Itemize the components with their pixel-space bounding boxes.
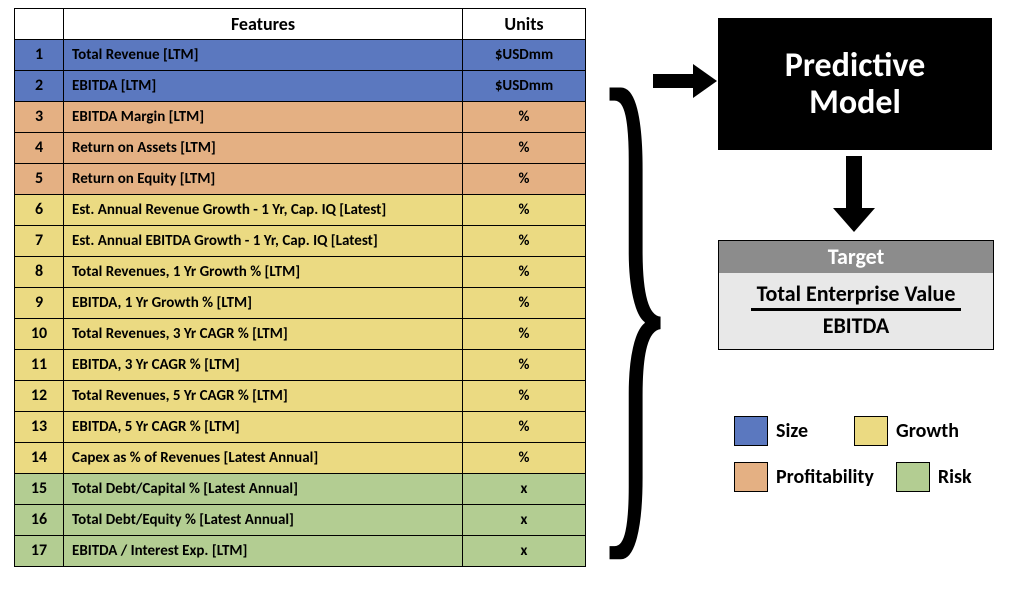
header-features: Features <box>64 9 463 40</box>
row-unit: % <box>463 381 586 412</box>
legend-item-growth: Growth <box>854 416 959 446</box>
table-row: 16Total Debt/Equity % [Latest Annual]x <box>15 505 586 536</box>
legend-label-profitability: Profitability <box>776 465 874 489</box>
row-index: 1 <box>15 40 64 71</box>
row-unit: % <box>463 195 586 226</box>
row-index: 17 <box>15 536 64 567</box>
row-index: 11 <box>15 350 64 381</box>
row-unit: % <box>463 350 586 381</box>
table-row: 3EBITDA Margin [LTM]% <box>15 102 586 133</box>
row-index: 10 <box>15 319 64 350</box>
row-index: 12 <box>15 381 64 412</box>
row-index: 5 <box>15 164 64 195</box>
table-row: 17EBITDA / Interest Exp. [LTM]x <box>15 536 586 567</box>
row-index: 16 <box>15 505 64 536</box>
table-row: 2EBITDA [LTM]$USDmm <box>15 71 586 102</box>
row-unit: % <box>463 133 586 164</box>
row-feature: EBITDA / Interest Exp. [LTM] <box>64 536 463 567</box>
legend-label-size: Size <box>776 419 808 443</box>
row-unit: % <box>463 164 586 195</box>
row-feature: Est. Annual Revenue Growth - 1 Yr, Cap. … <box>64 195 463 226</box>
target-header: Target <box>719 241 993 273</box>
arrow-right-icon <box>653 74 695 88</box>
table-row: 14Capex as % of Revenues [Latest Annual]… <box>15 443 586 474</box>
target-body: Total Enterprise Value EBITDA <box>719 273 993 349</box>
row-feature: EBITDA, 3 Yr CAGR % [LTM] <box>64 350 463 381</box>
row-index: 2 <box>15 71 64 102</box>
row-feature: EBITDA, 5 Yr CAGR % [LTM] <box>64 412 463 443</box>
row-feature: Total Debt/Capital % [Latest Annual] <box>64 474 463 505</box>
header-units: Units <box>463 9 586 40</box>
table-row: 7Est. Annual EBITDA Growth - 1 Yr, Cap. … <box>15 226 586 257</box>
table-row: 6Est. Annual Revenue Growth - 1 Yr, Cap.… <box>15 195 586 226</box>
row-index: 6 <box>15 195 64 226</box>
row-unit: % <box>463 102 586 133</box>
row-feature: Return on Equity [LTM] <box>64 164 463 195</box>
legend: Size Growth Profitability Risk <box>734 416 1004 508</box>
legend-item-profitability: Profitability <box>734 462 874 492</box>
row-unit: $USDmm <box>463 40 586 71</box>
row-feature: Total Debt/Equity % [Latest Annual] <box>64 505 463 536</box>
target-numerator: Total Enterprise Value <box>751 280 962 311</box>
legend-item-size: Size <box>734 416 808 446</box>
row-index: 15 <box>15 474 64 505</box>
row-feature: EBITDA, 1 Yr Growth % [LTM] <box>64 288 463 319</box>
swatch-profitability <box>734 462 768 492</box>
header-blank <box>15 9 64 40</box>
row-unit: % <box>463 257 586 288</box>
row-feature: Total Revenues, 5 Yr CAGR % [LTM] <box>64 381 463 412</box>
row-unit: % <box>463 412 586 443</box>
legend-item-risk: Risk <box>896 462 972 492</box>
table-row: 4Return on Assets [LTM]% <box>15 133 586 164</box>
table-header-row: Features Units <box>15 9 586 40</box>
table-row: 5Return on Equity [LTM]% <box>15 164 586 195</box>
row-index: 3 <box>15 102 64 133</box>
target-denominator: EBITDA <box>823 312 890 339</box>
row-unit: x <box>463 536 586 567</box>
table-row: 10Total Revenues, 3 Yr CAGR % [LTM]% <box>15 319 586 350</box>
swatch-risk <box>896 462 930 492</box>
row-unit: x <box>463 505 586 536</box>
table-row: 1Total Revenue [LTM]$USDmm <box>15 40 586 71</box>
table-row: 12Total Revenues, 5 Yr CAGR % [LTM]% <box>15 381 586 412</box>
row-feature: Est. Annual EBITDA Growth - 1 Yr, Cap. I… <box>64 226 463 257</box>
row-feature: Total Revenue [LTM] <box>64 40 463 71</box>
row-index: 4 <box>15 133 64 164</box>
row-feature: EBITDA Margin [LTM] <box>64 102 463 133</box>
arrow-down-icon <box>846 156 862 208</box>
model-title-line1: Predictive <box>785 47 926 84</box>
row-unit: % <box>463 288 586 319</box>
row-unit: % <box>463 443 586 474</box>
swatch-size <box>734 416 768 446</box>
predictive-model-box: Predictive Model <box>718 18 992 150</box>
row-unit: % <box>463 319 586 350</box>
row-index: 7 <box>15 226 64 257</box>
row-unit: x <box>463 474 586 505</box>
feature-table: Features Units 1Total Revenue [LTM]$USDm… <box>14 8 586 567</box>
table-row: 11EBITDA, 3 Yr CAGR % [LTM]% <box>15 350 586 381</box>
row-feature: Capex as % of Revenues [Latest Annual] <box>64 443 463 474</box>
brace-icon: } <box>594 14 676 570</box>
row-unit: % <box>463 226 586 257</box>
row-index: 9 <box>15 288 64 319</box>
legend-label-growth: Growth <box>896 419 959 443</box>
row-index: 14 <box>15 443 64 474</box>
row-feature: Return on Assets [LTM] <box>64 133 463 164</box>
row-index: 8 <box>15 257 64 288</box>
swatch-growth <box>854 416 888 446</box>
table-row: 15Total Debt/Capital % [Latest Annual]x <box>15 474 586 505</box>
row-feature: Total Revenues, 3 Yr CAGR % [LTM] <box>64 319 463 350</box>
row-feature: Total Revenues, 1 Yr Growth % [LTM] <box>64 257 463 288</box>
model-title-line2: Model <box>809 84 901 121</box>
row-feature: EBITDA [LTM] <box>64 71 463 102</box>
row-index: 13 <box>15 412 64 443</box>
legend-label-risk: Risk <box>938 465 972 489</box>
target-box: Target Total Enterprise Value EBITDA <box>718 240 994 350</box>
row-unit: $USDmm <box>463 71 586 102</box>
table-row: 9EBITDA, 1 Yr Growth % [LTM]% <box>15 288 586 319</box>
table-row: 13EBITDA, 5 Yr CAGR % [LTM]% <box>15 412 586 443</box>
table-row: 8Total Revenues, 1 Yr Growth % [LTM]% <box>15 257 586 288</box>
